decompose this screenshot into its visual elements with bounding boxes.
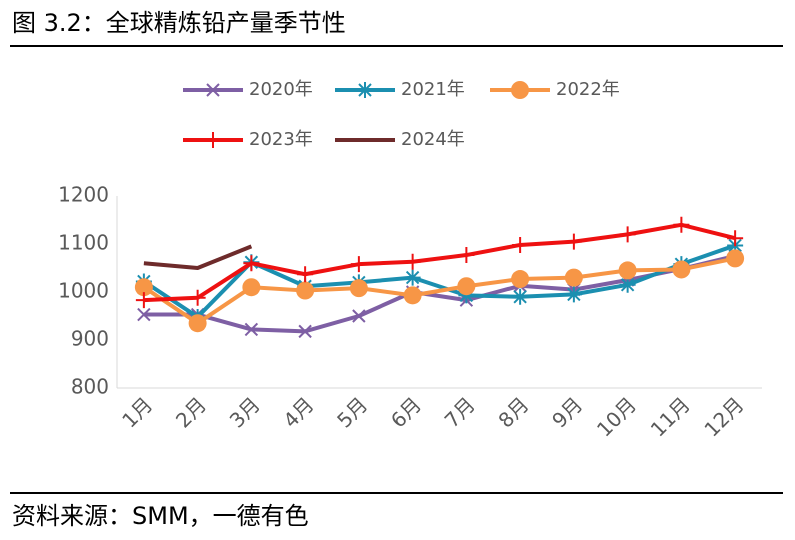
x-tick-label: 2月 (171, 392, 211, 432)
data-point (726, 249, 745, 268)
data-point (298, 324, 312, 339)
x-tick-label: 9月 (547, 392, 587, 432)
data-point (565, 286, 582, 303)
legend-label: 2022年 (556, 79, 620, 100)
x-tick-label: 8月 (493, 392, 533, 432)
source: 资料来源：SMM，一德有色 (12, 502, 309, 530)
data-point (350, 256, 367, 273)
x-tick-label: 10月 (592, 392, 641, 441)
legend-marker (205, 132, 221, 148)
data-point (458, 247, 475, 264)
legend-marker (206, 83, 220, 97)
chart-title: 图 3.2：全球精炼铅产量季节性 (12, 9, 346, 37)
data-point (511, 270, 530, 289)
data-point (242, 278, 261, 297)
data-point (296, 281, 315, 300)
data-point (349, 279, 368, 298)
data-point (457, 277, 476, 296)
data-point (244, 322, 259, 337)
data-point (458, 287, 475, 304)
data-point (564, 268, 583, 287)
data-point (619, 276, 636, 293)
data-point (512, 236, 529, 253)
data-point (727, 230, 744, 247)
legend-label: 2023年 (249, 129, 313, 150)
data-point (243, 255, 260, 272)
data-point (404, 269, 421, 286)
data-point (618, 261, 637, 280)
data-point (189, 289, 206, 306)
data-point (134, 278, 153, 297)
x-tick-label: 11月 (646, 392, 695, 441)
x-tick-label: 6月 (386, 392, 426, 432)
data-point (135, 292, 152, 309)
data-point (297, 266, 314, 283)
data-point (619, 226, 636, 243)
series-line (143, 222, 736, 303)
data-point (512, 288, 529, 305)
data-point (672, 260, 691, 279)
x-tick-label: 1月 (117, 392, 157, 432)
series-line (143, 244, 253, 270)
x-tick-label: 12月 (699, 392, 748, 441)
x-tick-label: 7月 (440, 392, 480, 432)
legend-label: 2021年 (401, 79, 465, 100)
legend-marker (511, 81, 529, 99)
x-tick-label: 5月 (332, 392, 372, 432)
x-tick-label: 3月 (225, 392, 265, 432)
data-point (404, 253, 421, 270)
series-line (143, 254, 736, 334)
legend-marker (357, 82, 373, 98)
y-tick-label: 900 (71, 327, 109, 351)
y-tick-label: 1000 (58, 279, 109, 303)
data-point (352, 309, 366, 323)
data-point (403, 286, 422, 305)
data-point (188, 314, 207, 333)
legend-label: 2020年 (249, 79, 313, 100)
y-tick-label: 1200 (58, 183, 109, 207)
series-line (142, 243, 736, 319)
data-point (673, 216, 690, 233)
x-tick-label: 4月 (278, 392, 318, 432)
data-point (137, 307, 151, 322)
legend-label: 2024年 (401, 129, 465, 150)
series-line (142, 256, 736, 326)
data-point (565, 233, 582, 250)
y-tick-label: 1100 (58, 231, 109, 255)
y-tick-label: 800 (71, 375, 109, 399)
